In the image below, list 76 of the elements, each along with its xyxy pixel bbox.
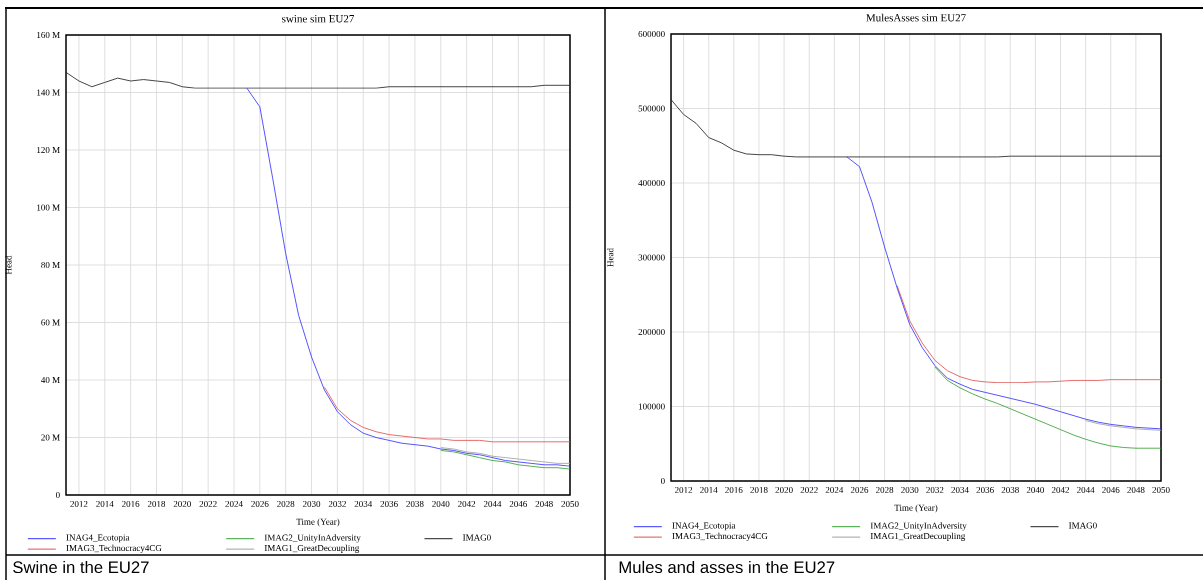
x-tick-label: 2016: [122, 500, 140, 507]
x-tick-label: 2048: [535, 500, 553, 507]
x-tick-label: 2026: [251, 500, 269, 507]
x-tick-label: 2024: [825, 486, 844, 493]
line-series: [440, 447, 570, 464]
y-tick-label: 60 M: [41, 319, 60, 326]
y-tick-label: 100000: [638, 403, 665, 410]
legend-label: IMAG2_UnityInAdversity: [870, 522, 967, 531]
x-tick-label: 2024: [225, 500, 243, 507]
x-tick-label: 2022: [800, 486, 818, 493]
legend-label: IMAG0: [462, 534, 491, 541]
y-axis-title: Head: [607, 248, 614, 267]
y-tick-label: 80 M: [41, 261, 60, 269]
x-tick-label: 2046: [1102, 486, 1120, 493]
x-tick-label: 2036: [380, 500, 398, 507]
x-tick-label: 2014: [700, 486, 718, 493]
x-tick-label: 2028: [277, 500, 295, 507]
y-tick-label: 0: [660, 477, 665, 485]
y-tick-label: 500000: [638, 105, 665, 112]
x-tick-label: 2020: [775, 486, 793, 493]
x-tick-label: 2046: [509, 500, 528, 507]
chart-title: MulesAsses sim EU27: [866, 13, 966, 22]
y-tick-label: 160 M: [37, 31, 60, 39]
legend-label: IMAG3_Technocracy4CG: [66, 544, 162, 553]
y-tick-label: 200000: [638, 328, 665, 336]
legend-label: IMAG0: [1068, 522, 1097, 529]
x-tick-label: 2040: [1026, 486, 1045, 493]
x-tick-label: 2038: [1001, 486, 1019, 493]
x-tick-label: 2030: [302, 500, 321, 507]
x-tick-label: 2044: [1077, 486, 1095, 493]
x-tick-label: 2036: [976, 486, 994, 493]
y-tick-label: 100 M: [37, 204, 60, 211]
legend-label: IMAG2_UnityInAdversity: [264, 534, 361, 543]
x-tick-label: 2030: [901, 486, 919, 493]
x-tick-label: 2018: [147, 500, 166, 507]
y-tick-label: 400000: [638, 179, 665, 187]
y-tick-label: 300000: [638, 254, 665, 261]
x-tick-label: 2028: [875, 486, 894, 493]
legend-label: INAG4_Ecotopia: [672, 522, 736, 531]
y-tick-label: 600000: [638, 30, 665, 38]
x-tick-label: 2032: [328, 500, 346, 507]
x-axis-title: Time (Year): [296, 518, 340, 527]
x-tick-label: 2042: [458, 500, 476, 507]
x-tick-label: 2050: [561, 500, 579, 507]
x-tick-label: 2012: [674, 486, 693, 493]
y-tick-label: 20 M: [41, 434, 60, 441]
x-tick-label: 2050: [1152, 486, 1170, 493]
x-tick-label: 2018: [750, 486, 768, 493]
y-axis-title: Head: [5, 255, 12, 275]
legend-label: IMAG1_GreatDecoupling: [870, 532, 966, 541]
text: Swine in the EU27: [13, 560, 149, 574]
x-tick-label: 2016: [725, 486, 743, 493]
x-tick-label: 2034: [951, 486, 969, 493]
chart-title: swine sim EU27: [282, 15, 355, 23]
x-tick-label: 2042: [1051, 486, 1069, 493]
y-tick-label: 140 M: [37, 89, 60, 96]
y-tick-label: 40 M: [41, 376, 60, 384]
x-axis-title: Time (Year): [894, 504, 938, 513]
x-tick-label: 2012: [70, 500, 88, 507]
x-tick-label: 2014: [96, 500, 114, 507]
text: Mules and asses in the EU27: [619, 560, 835, 574]
y-tick-label: 0: [55, 491, 60, 499]
legend-label: IMAG1_GreatDecoupling: [264, 544, 360, 553]
x-tick-label: 2038: [406, 500, 424, 507]
line-series: [440, 450, 570, 470]
x-tick-label: 2026: [850, 486, 869, 493]
x-tick-label: 2044: [483, 500, 502, 507]
legend-label: INAG4_Ecotopia: [66, 534, 130, 543]
x-tick-label: 2034: [354, 500, 373, 507]
x-tick-label: 2040: [432, 500, 450, 507]
x-tick-label: 2032: [926, 486, 944, 493]
y-tick-label: 120 M: [37, 146, 60, 154]
x-tick-label: 2020: [173, 500, 191, 507]
x-tick-label: 2022: [199, 500, 217, 507]
legend-label: IMAG3_Technocracy4CG: [672, 532, 768, 541]
x-tick-label: 2048: [1127, 486, 1145, 493]
